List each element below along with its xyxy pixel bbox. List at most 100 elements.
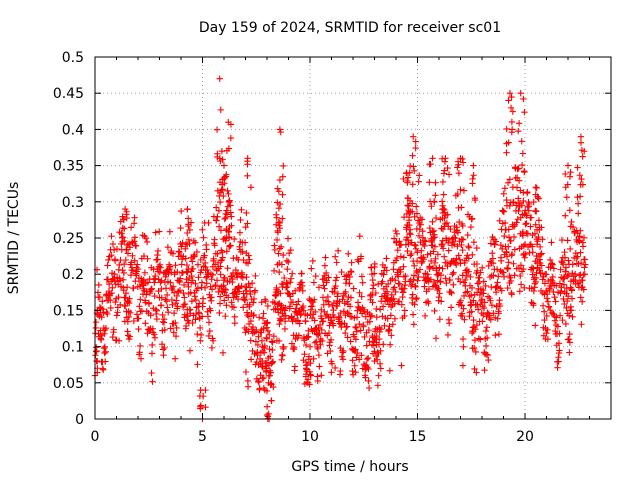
data-point: [581, 264, 588, 271]
data-point: [569, 270, 576, 277]
data-point: [521, 254, 528, 261]
data-point: [471, 336, 479, 344]
data-point: [247, 337, 254, 344]
data-point: [520, 197, 527, 205]
data-point: [221, 235, 229, 242]
data-point: [525, 200, 533, 208]
data-point: [449, 270, 456, 278]
data-point: [109, 333, 116, 341]
data-point: [503, 248, 510, 255]
chart-title: Day 159 of 2024, SRMTID for receiver sc0…: [199, 20, 501, 36]
data-point: [213, 204, 220, 211]
data-point: [186, 347, 194, 354]
data-point: [500, 190, 507, 197]
data-point: [120, 216, 127, 223]
data-point: [104, 262, 111, 269]
data-point: [217, 271, 224, 278]
data-point: [563, 194, 571, 201]
data-point: [123, 211, 130, 218]
data-point: [189, 277, 196, 284]
data-point: [223, 302, 230, 309]
data-point: [488, 301, 496, 309]
data-point: [296, 320, 303, 327]
data-point: [369, 299, 376, 306]
data-point: [122, 302, 129, 310]
data-point: [255, 314, 263, 321]
data-point: [373, 313, 380, 321]
data-point: [275, 188, 283, 195]
data-point: [564, 162, 572, 169]
data-point: [430, 227, 438, 235]
data-point: [368, 312, 376, 320]
data-point: [121, 237, 128, 245]
data-point: [444, 164, 451, 172]
data-point: [384, 315, 391, 322]
data-point: [151, 292, 158, 300]
data-point: [432, 192, 439, 199]
data-point: [283, 257, 291, 265]
data-point: [371, 357, 378, 365]
data-point: [243, 273, 250, 281]
data-point: [211, 242, 218, 249]
data-point: [392, 288, 399, 296]
data-point: [556, 280, 564, 287]
data-point: [182, 255, 189, 262]
data-point: [375, 372, 382, 379]
data-point: [228, 272, 235, 280]
data-point: [407, 252, 414, 259]
data-point: [316, 321, 324, 329]
data-point: [582, 261, 589, 268]
data-point: [421, 283, 428, 290]
data-point: [215, 207, 223, 214]
data-point: [459, 236, 467, 243]
data-point: [208, 294, 215, 301]
data-point: [415, 178, 422, 185]
data-point: [284, 266, 291, 273]
data-point: [500, 273, 508, 280]
data-point: [439, 214, 446, 222]
data-point: [578, 298, 586, 305]
data-point: [469, 251, 476, 258]
data-point: [380, 271, 387, 278]
data-point: [538, 262, 545, 269]
data-point: [354, 349, 361, 357]
data-point: [507, 274, 514, 282]
data-point: [567, 168, 574, 176]
data-point: [541, 316, 548, 324]
data-point: [399, 288, 407, 296]
data-point: [343, 323, 351, 330]
data-point: [320, 282, 327, 289]
data-point: [384, 288, 391, 295]
data-point: [311, 317, 318, 324]
data-point: [411, 167, 418, 174]
data-point: [393, 254, 401, 262]
data-point: [471, 344, 478, 352]
data-point: [276, 126, 284, 133]
data-point: [555, 358, 562, 365]
data-point: [444, 331, 452, 339]
data-point: [110, 246, 118, 254]
data-point: [124, 250, 132, 257]
data-point: [575, 210, 582, 217]
data-point: [400, 213, 408, 221]
data-point: [438, 298, 445, 305]
data-point: [109, 284, 116, 291]
data-point: [244, 260, 252, 267]
data-point: [463, 272, 470, 279]
data-point: [425, 285, 433, 293]
data-point: [227, 242, 234, 249]
data-point: [247, 184, 255, 191]
data-point: [572, 270, 579, 278]
data-point: [482, 342, 490, 350]
data-point: [467, 223, 475, 231]
data-point: [245, 313, 253, 320]
data-point: [101, 343, 109, 351]
data-point: [170, 329, 177, 336]
data-point: [147, 312, 154, 319]
data-point: [227, 202, 234, 209]
data-point: [151, 279, 158, 286]
data-point: [201, 252, 208, 259]
data-point: [191, 293, 199, 300]
data-point: [468, 215, 475, 223]
